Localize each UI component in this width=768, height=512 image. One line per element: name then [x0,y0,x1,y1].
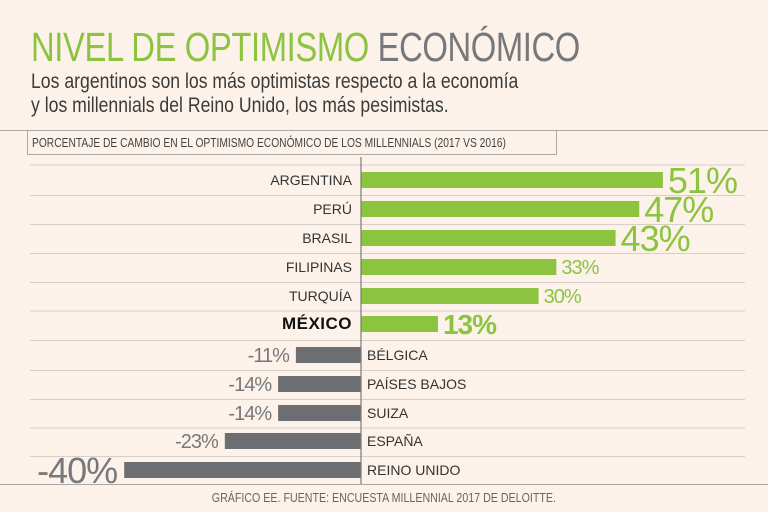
category-label: SUIZA [367,405,409,421]
category-label: BÉLGICA [367,347,428,363]
category-label: MÉXICO [282,314,352,333]
bar-1 [361,201,640,217]
category-label: ARGENTINA [270,172,352,188]
category-label: REINO UNIDO [367,462,460,478]
bar-2 [361,230,616,246]
title-grey: ECONÓMICO [377,24,581,70]
category-label: FILIPINAS [286,259,352,275]
value-label: -11% [248,345,290,367]
bar-9 [224,433,361,449]
category-label: PERÚ [313,201,352,217]
value-label: 51% [668,160,737,201]
divider [0,130,768,131]
value-label: 47% [644,189,713,230]
value-label: -14% [228,374,272,396]
footer-source: GRÁFICO EE. FUENTE: ENCUESTA MILLENNIAL … [0,490,768,505]
bar-10 [124,462,361,478]
category-label: BRASIL [302,230,352,246]
category-label: ESPAÑA [367,433,423,449]
value-label: 13% [443,309,497,340]
bar-3 [361,259,557,275]
bar-8 [278,405,361,421]
divider [0,484,768,485]
value-label: 43% [621,218,690,259]
bar-5 [361,316,438,332]
chart-caption-box: PORCENTAJE DE CAMBIO EN EL OPTIMISMO ECO… [27,130,557,155]
title-green: NIVEL DE OPTIMISMO [31,24,369,70]
subtitle-line-1: Los argentinos son los más optimistas re… [31,70,519,93]
category-label: TURQUÍA [289,288,353,304]
subtitle: Los argentinos son los más optimistas re… [31,70,518,118]
chart-title: NIVEL DE OPTIMISMO ECONÓMICO [31,24,580,71]
value-label: 33% [561,257,599,279]
footer-text: GRÁFICO EE. FUENTE: ENCUESTA MILLENNIAL … [211,490,557,505]
bar-0 [361,172,663,188]
value-label: 30% [544,286,582,308]
category-label: PAÍSES BAJOS [367,376,466,392]
value-label: -23% [175,431,219,453]
chart-caption: PORCENTAJE DE CAMBIO EN EL OPTIMISMO ECO… [32,136,506,150]
bar-7 [278,376,361,392]
value-label: -14% [228,403,272,425]
bar-4 [361,288,539,304]
bar-6 [295,347,361,363]
subtitle-line-2: y los millennials del Reino Unido, los m… [31,94,449,117]
